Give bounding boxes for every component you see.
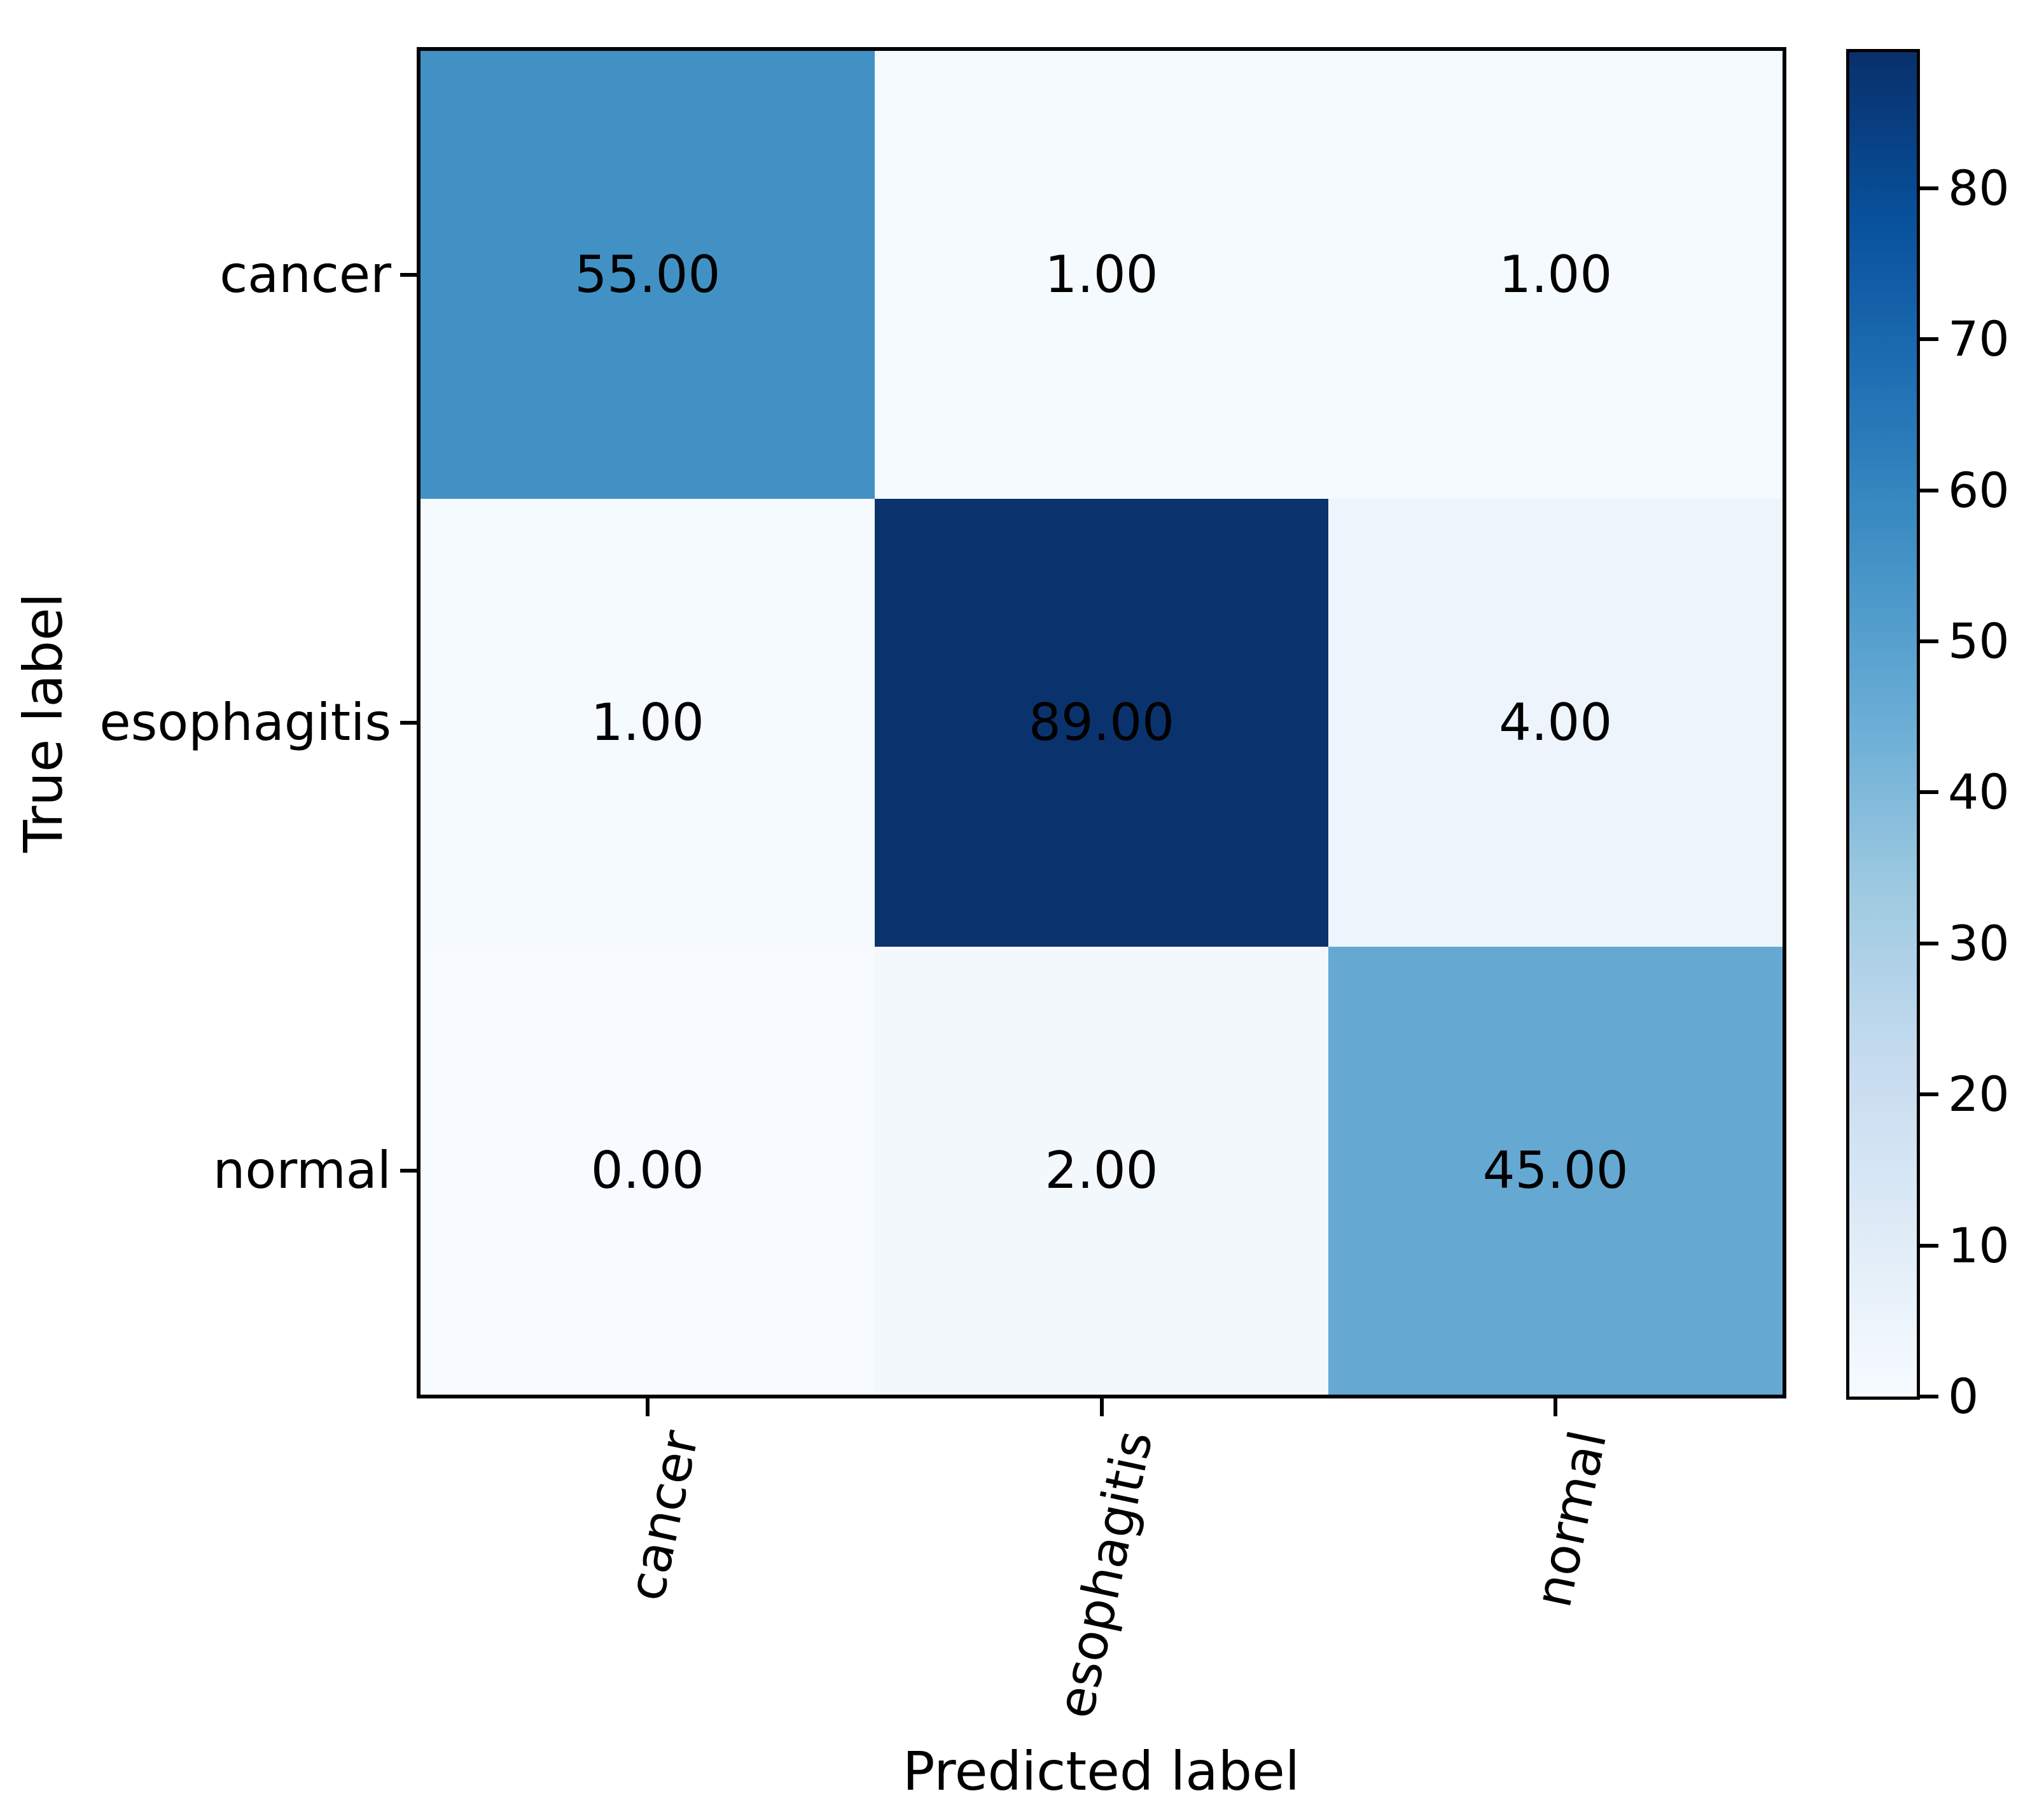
colorbar-tick-label: 30 xyxy=(1948,914,2010,972)
heatmap-plot: 55.00 1.00 1.00 1.00 89.00 4.00 0.00 2.00 45.00 xyxy=(417,47,1786,1398)
y-axis-tick-label: normal xyxy=(212,1141,391,1200)
x-axis-tick-label: cancer xyxy=(616,1425,710,1606)
heatmap-cell: 2.00 xyxy=(874,947,1329,1395)
heatmap-cell: 45.00 xyxy=(1328,947,1783,1395)
colorbar-tick-mark xyxy=(1917,639,1938,643)
colorbar-tick-mark xyxy=(1917,1395,1938,1398)
colorbar-tick-mark xyxy=(1917,941,1938,945)
y-axis-tick-label: cancer xyxy=(219,245,391,304)
x-axis-tick-mark xyxy=(1554,1395,1558,1416)
heatmap-cell: 1.00 xyxy=(1328,51,1783,499)
heatmap-cell: 1.00 xyxy=(874,51,1329,499)
heatmap-cell: 55.00 xyxy=(421,51,875,499)
colorbar-tick-label: 60 xyxy=(1948,461,2010,519)
x-axis-tick-label: esophagitis xyxy=(1045,1425,1164,1724)
y-axis-tick-mark xyxy=(400,721,421,725)
cell-value-label: 1.00 xyxy=(1499,245,1613,304)
heatmap-cell: 0.00 xyxy=(421,947,875,1395)
colorbar-tick-mark xyxy=(1917,790,1938,795)
colorbar-tick-mark xyxy=(1917,1243,1938,1248)
colorbar-tick-label: 10 xyxy=(1948,1216,2010,1274)
colorbar-tick-mark xyxy=(1917,1092,1938,1097)
y-axis-tick-mark xyxy=(400,1169,421,1173)
cell-value-label: 2.00 xyxy=(1045,1141,1158,1200)
x-axis-tick-mark xyxy=(645,1395,650,1416)
x-axis-tick-label: normal xyxy=(1523,1425,1618,1613)
colorbar xyxy=(1846,49,1920,1400)
cell-value-label: 1.00 xyxy=(1045,245,1158,304)
colorbar-gradient xyxy=(1849,52,1917,1397)
cell-value-label: 1.00 xyxy=(590,693,704,752)
cell-value-label: 55.00 xyxy=(574,245,721,304)
y-axis-title: True label xyxy=(12,592,74,853)
cell-value-label: 45.00 xyxy=(1482,1141,1629,1200)
y-axis-tick-label: esophagitis xyxy=(99,693,391,752)
heatmap-cell: 89.00 xyxy=(874,499,1329,947)
colorbar-tick-label: 80 xyxy=(1948,159,2010,216)
colorbar-tick-mark xyxy=(1917,488,1938,492)
colorbar-tick-label: 0 xyxy=(1948,1368,1979,1425)
cell-value-label: 0.00 xyxy=(590,1141,704,1200)
cell-value-label: 89.00 xyxy=(1028,693,1174,752)
x-axis-tick-mark xyxy=(1099,1395,1104,1416)
x-axis-title: Predicted label xyxy=(902,1740,1300,1802)
heatmap-cell: 1.00 xyxy=(421,499,875,947)
colorbar-tick-mark xyxy=(1917,186,1938,190)
heatmap-cell: 4.00 xyxy=(1328,499,1783,947)
colorbar-tick-label: 70 xyxy=(1948,310,2010,368)
colorbar-tick-mark xyxy=(1917,337,1938,342)
cell-value-label: 4.00 xyxy=(1499,693,1613,752)
y-axis-tick-mark xyxy=(400,273,421,277)
colorbar-tick-label: 20 xyxy=(1948,1066,2010,1123)
colorbar-tick-label: 50 xyxy=(1948,612,2010,669)
colorbar-tick-label: 40 xyxy=(1948,763,2010,821)
